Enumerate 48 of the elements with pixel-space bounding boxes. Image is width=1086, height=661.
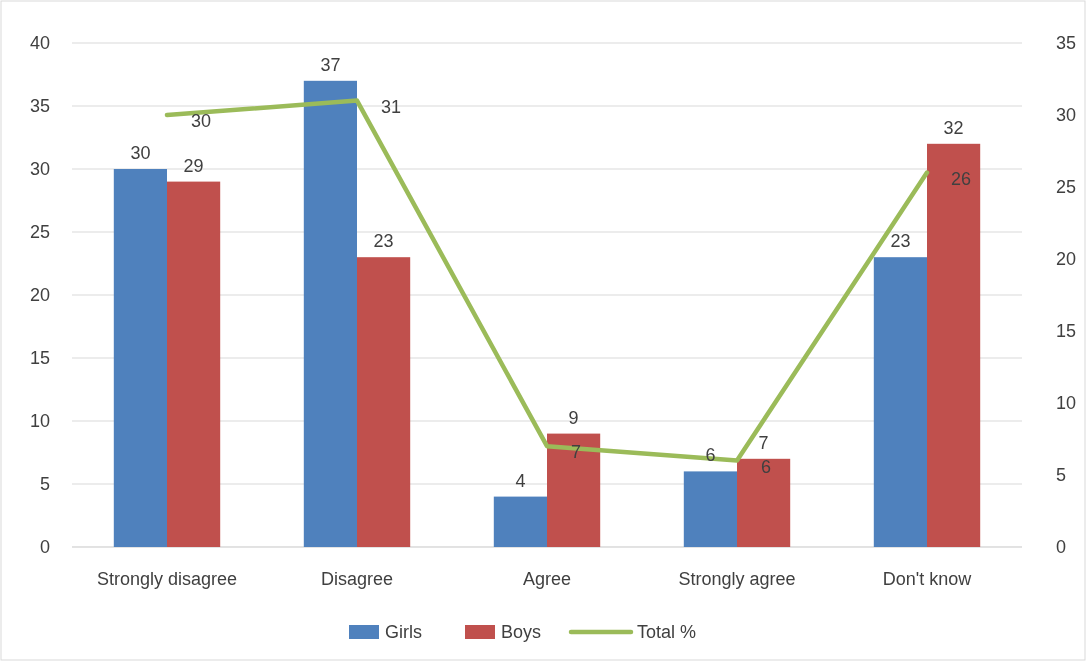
bar (737, 458, 791, 547)
y-tick-label: 10 (29, 411, 50, 432)
y-tick-label: 15 (29, 348, 50, 369)
data-label: 26 (951, 168, 972, 189)
data-label: 31 (381, 96, 402, 117)
data-label: 6 (761, 456, 772, 477)
legend-label: Total % (637, 622, 697, 643)
data-label: 23 (373, 231, 394, 252)
data-label: 4 (515, 470, 526, 491)
y2-tick-label: 25 (1056, 177, 1077, 198)
x-tick-label: Disagree (320, 569, 394, 589)
x-tick-label: Strongly agree (678, 569, 796, 589)
y2-tick-label: 0 (1056, 537, 1067, 558)
y-tick-label: 5 (39, 474, 50, 495)
bar (493, 496, 547, 547)
data-label: 29 (183, 155, 204, 176)
y2-tick-label: 5 (1056, 465, 1067, 486)
y2-tick-label: 20 (1056, 249, 1077, 270)
x-tick-label: Strongly disagree (96, 569, 238, 589)
y-tick-label: 25 (29, 222, 50, 243)
data-label: 23 (890, 231, 911, 252)
data-label: 30 (191, 111, 212, 131)
data-label: 9 (568, 407, 579, 428)
y2-tick-label: 10 (1056, 393, 1077, 414)
y-tick-label: 0 (39, 537, 50, 558)
data-label: 30 (130, 143, 151, 163)
y-tick-label: 20 (29, 285, 50, 306)
x-tick-label: Agree (522, 569, 572, 589)
bar (357, 257, 411, 547)
bar (683, 471, 737, 547)
bar (167, 181, 221, 547)
y2-tick-label: 30 (1056, 105, 1077, 126)
y-tick-label: 30 (29, 159, 50, 180)
bar (873, 257, 927, 547)
x-tick-label: Don't know (882, 569, 973, 589)
bar (113, 169, 167, 547)
legend-label: Girls (385, 622, 422, 643)
data-label: 32 (943, 117, 964, 138)
y-tick-label: 40 (29, 33, 50, 54)
y-tick-label: 35 (29, 96, 50, 117)
bar (927, 143, 981, 547)
bar (303, 80, 357, 547)
legend-label: Boys (501, 622, 542, 643)
data-label: 37 (320, 54, 341, 75)
data-label: 7 (758, 432, 769, 453)
y2-tick-label: 35 (1056, 33, 1077, 54)
bar (547, 433, 601, 547)
y2-tick-label: 15 (1056, 321, 1077, 342)
